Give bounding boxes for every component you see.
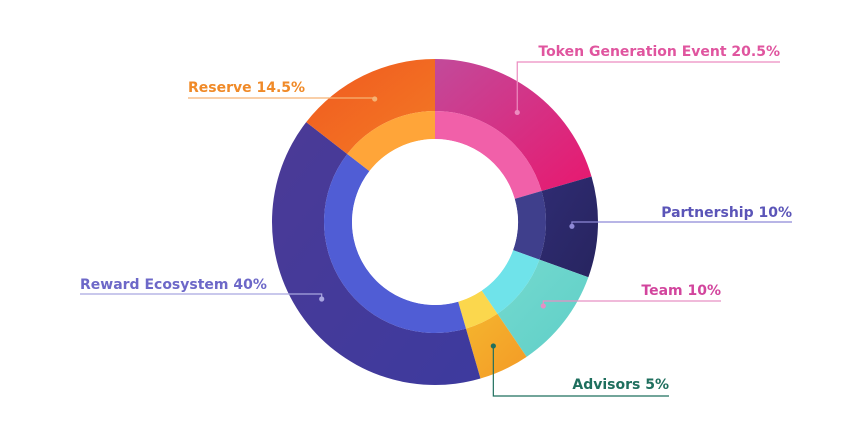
leader-line-token-generation-event: [516, 61, 780, 113]
slice-label-team: Team 10%: [641, 283, 721, 299]
leader-dot-team: [540, 303, 546, 309]
slice-inner-team: [481, 250, 540, 314]
slice-inner-reserve: [347, 111, 435, 172]
slice-partnership: [539, 176, 599, 278]
leader-dot-partnership: [569, 223, 575, 229]
slice-token-generation-event: [435, 59, 592, 192]
leader-dot-reserve: [372, 96, 378, 102]
slice-inner-reward-ecosystem: [324, 153, 466, 333]
leader-dot-reward-ecosystem: [319, 296, 325, 302]
slice-reserve: [306, 59, 435, 154]
slice-label-token-generation-event: Token Generation Event 20.5%: [538, 44, 780, 60]
leader-dot-token-generation-event: [514, 109, 520, 116]
leader-line-reward-ecosystem: [80, 293, 323, 300]
slice-inner-advisors: [458, 290, 498, 329]
slice-inner-partnership: [513, 191, 546, 260]
leader-line-partnership: [571, 221, 792, 227]
slice-label-partnership: Partnership 10%: [661, 205, 792, 221]
slice-reward-ecosystem: [271, 122, 481, 385]
slice-label-reserve: Reserve 14.5%: [188, 80, 305, 96]
slice-inner-token-generation-event: [435, 111, 542, 199]
leader-line-advisors: [492, 345, 669, 397]
slice-label-advisors: Advisors 5%: [572, 377, 669, 393]
leader-dot-advisors: [490, 343, 496, 349]
slice-advisors: [465, 313, 527, 379]
slice-label-reward-ecosystem: Reward Ecosystem 40%: [80, 277, 267, 293]
